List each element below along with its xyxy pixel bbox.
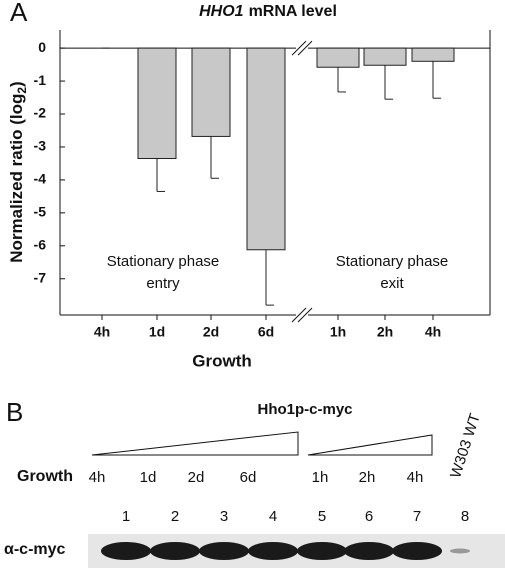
timepoint-label: 2d <box>188 469 205 486</box>
lane-number: 7 <box>413 508 421 525</box>
blot-band <box>248 542 298 560</box>
blot-band <box>392 542 442 560</box>
blot-band <box>344 542 394 560</box>
lane-number: 5 <box>318 508 326 525</box>
timepoint-label: 2h <box>359 469 376 486</box>
y-label-end: ) <box>7 81 26 87</box>
lane-number: 6 <box>365 508 373 525</box>
blot-band <box>297 542 347 560</box>
annotation: entry <box>146 275 180 292</box>
blot-band <box>199 542 249 560</box>
bar <box>137 47 177 159</box>
bar <box>411 47 455 62</box>
axis-break <box>297 40 313 56</box>
bar <box>191 47 231 137</box>
panel-label: B <box>6 397 23 427</box>
x-tick-label: 2h <box>377 324 393 340</box>
axis-break <box>291 40 307 56</box>
x-tick-label: 4h <box>94 324 110 340</box>
blot-band <box>150 542 200 560</box>
x-tick-label: 4h <box>425 324 441 340</box>
x-tick-label: 1d <box>149 324 165 340</box>
y-axis-label: Normalized ratio (log2) <box>7 81 29 262</box>
blot-band <box>101 542 151 560</box>
title-gene: HHO1 <box>199 3 244 20</box>
timepoint-label: 4h <box>407 469 424 486</box>
y-tick-label: -7 <box>34 269 47 285</box>
x-tick-label: 1h <box>330 324 346 340</box>
x-axis-label: Growth <box>192 351 252 370</box>
timepoint-label: 6d <box>240 469 257 486</box>
annotation: exit <box>380 275 404 292</box>
y-tick-label: -6 <box>34 237 47 253</box>
y-label-sub: 2 <box>15 87 29 94</box>
y-tick-label: 0 <box>38 39 46 55</box>
row-label: Growth <box>17 468 73 485</box>
y-tick-label: -1 <box>34 72 47 88</box>
timepoint-label: 1h <box>312 469 329 486</box>
y-tick-label: -5 <box>34 204 47 220</box>
annotation: Stationary phase <box>336 253 449 270</box>
lane-number: 2 <box>171 508 179 525</box>
bar <box>363 47 407 66</box>
timepoint-label: 4h <box>89 469 106 486</box>
lane-number: 8 <box>461 508 469 525</box>
y-tick-label: -4 <box>34 171 47 187</box>
panel-label: A <box>10 0 28 27</box>
wedge <box>307 434 433 456</box>
bar <box>246 47 286 251</box>
title-text: mRNA level <box>249 3 337 20</box>
wedge <box>91 431 299 456</box>
axis-break <box>291 307 307 323</box>
control-label: W303 WT <box>447 411 484 480</box>
y-tick-label: -2 <box>34 105 47 121</box>
lane-number: 4 <box>269 508 277 525</box>
chart-title: HHO1 mRNA level <box>199 3 337 20</box>
timepoint-label: 1d <box>140 469 157 486</box>
blot-title: Hho1p-c-myc <box>257 401 352 418</box>
y-label-text: Normalized ratio (log <box>7 94 26 263</box>
x-tick-label: 2d <box>203 324 219 340</box>
x-tick-label: 6d <box>258 324 274 340</box>
lane-number: 1 <box>122 508 130 525</box>
antibody-label: α-c-myc <box>4 541 66 558</box>
annotation: Stationary phase <box>107 253 220 270</box>
lane-number: 3 <box>220 508 228 525</box>
bar <box>316 47 360 68</box>
axis-break <box>297 307 313 323</box>
blot-band <box>450 548 470 554</box>
y-tick-label: -3 <box>34 138 47 154</box>
